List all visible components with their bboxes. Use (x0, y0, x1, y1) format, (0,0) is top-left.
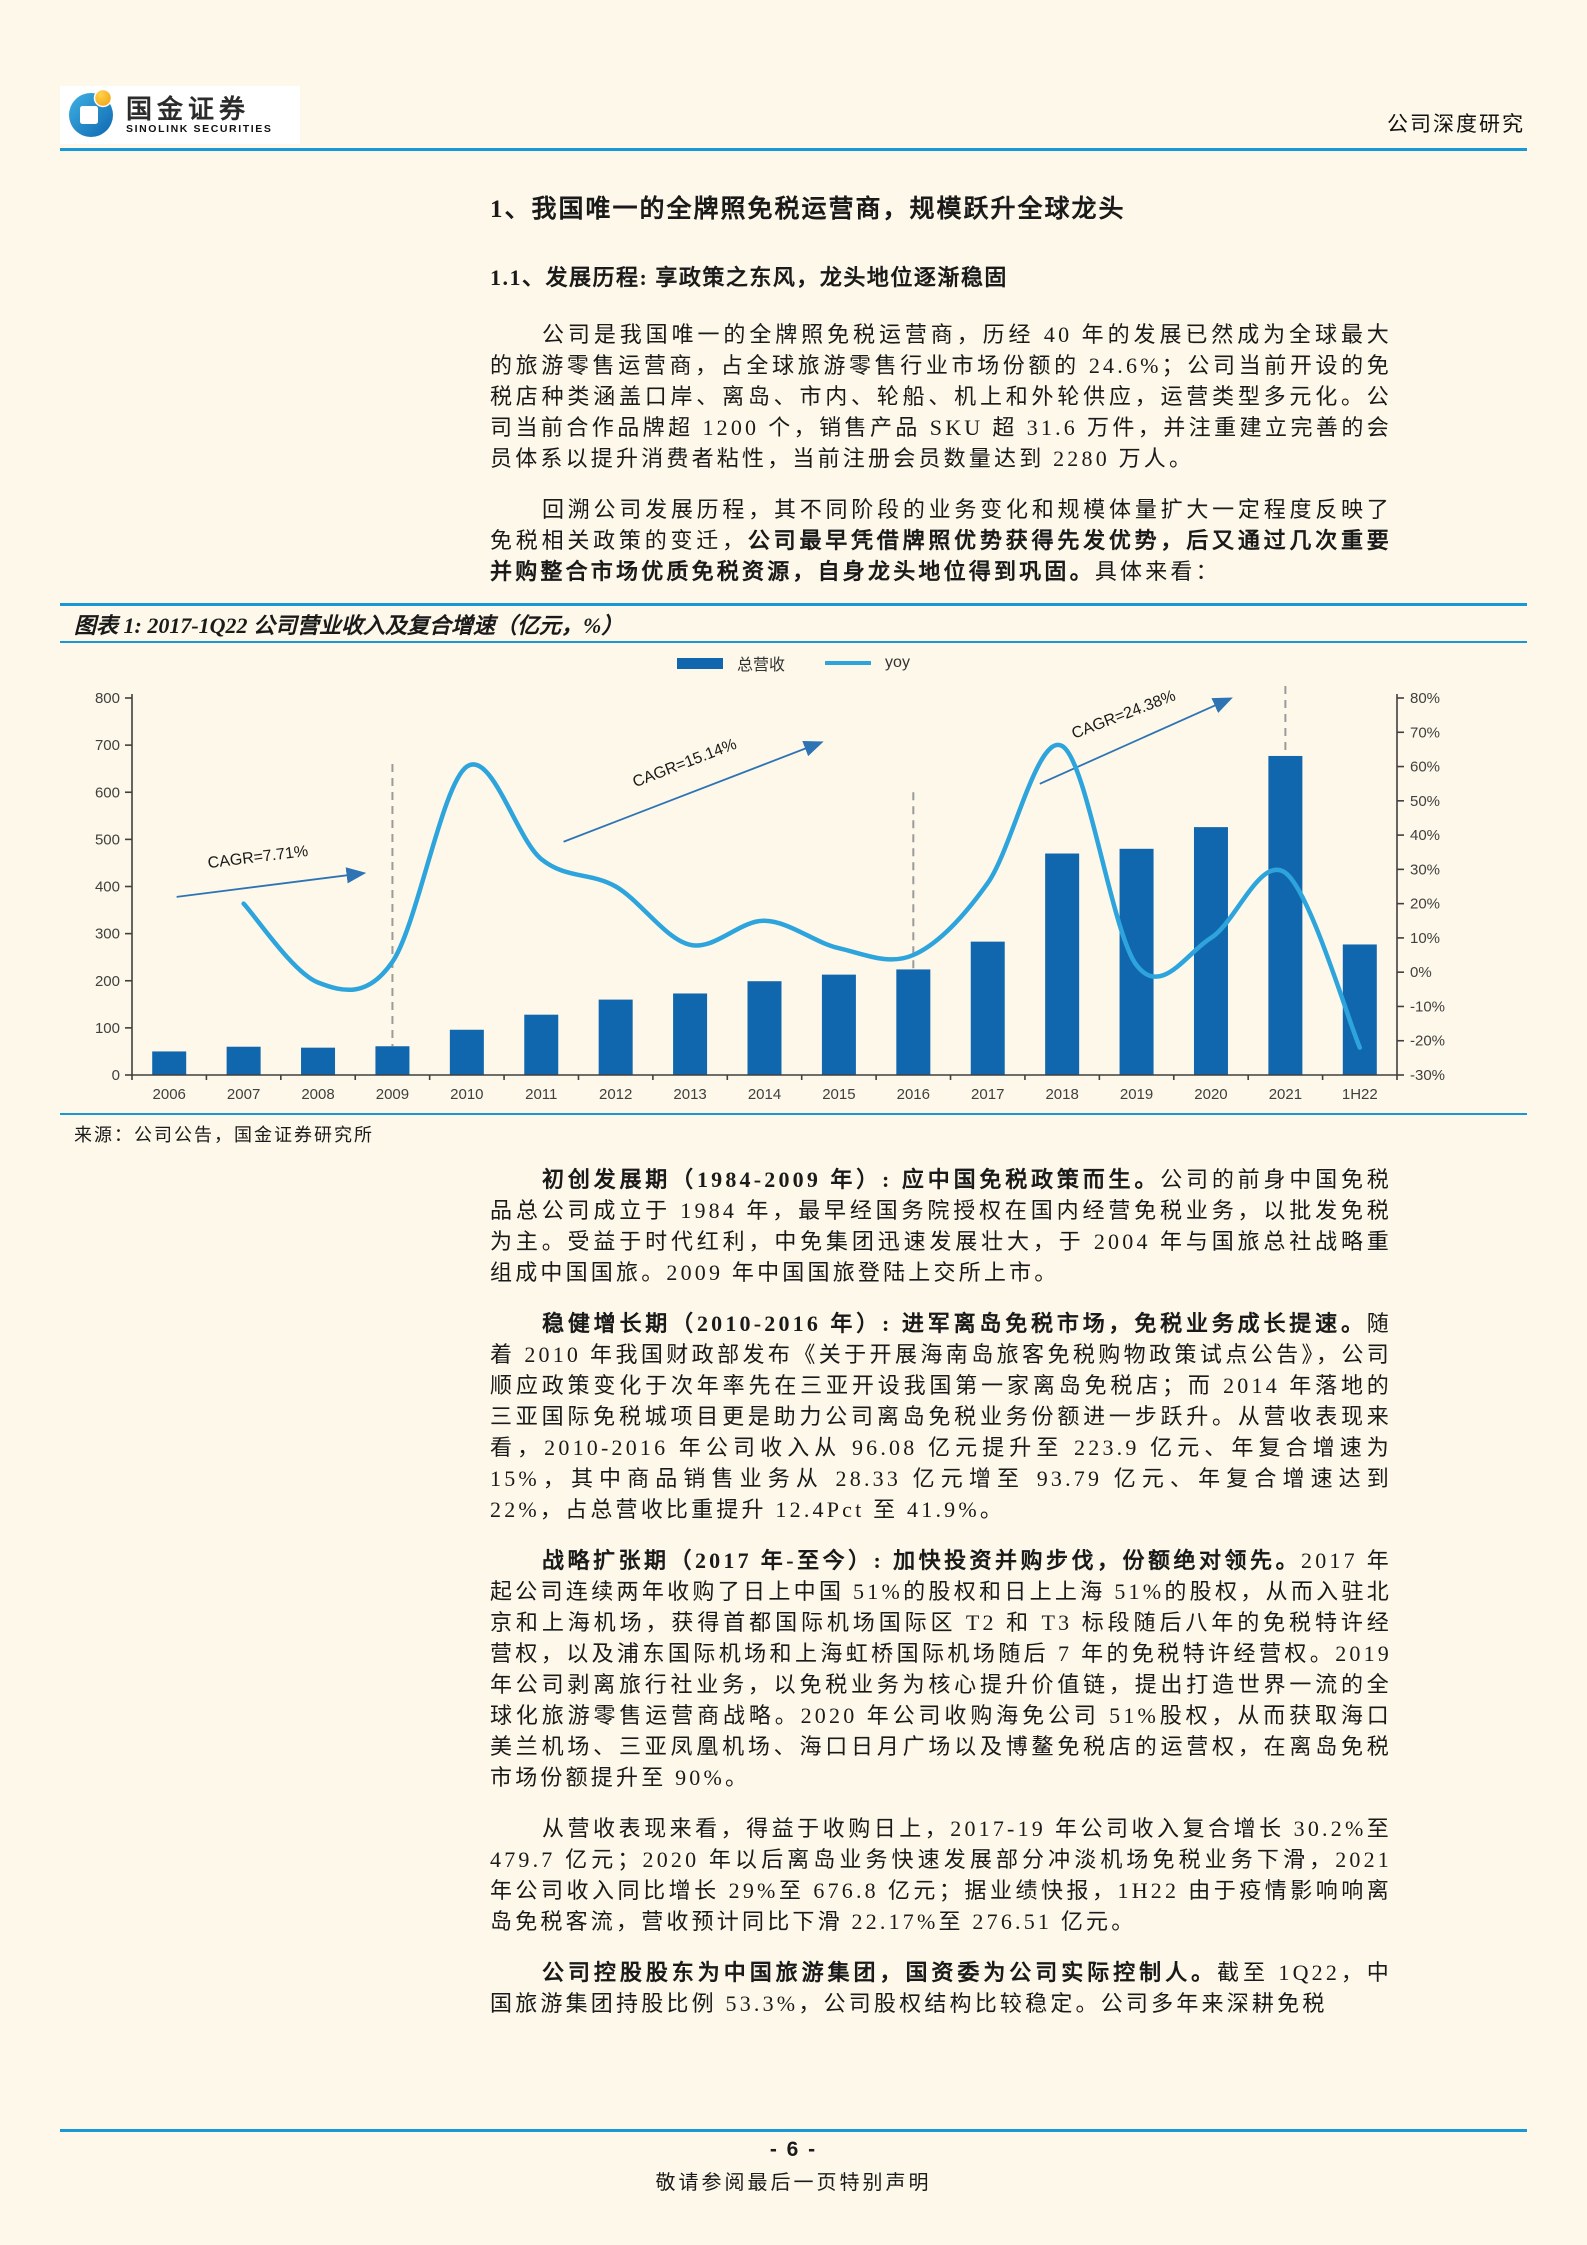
svg-text:60%: 60% (1410, 759, 1440, 776)
svg-text:200: 200 (95, 973, 120, 990)
legend-line-swatch (825, 661, 872, 665)
brand-name-cn: 国金证券 (126, 93, 251, 124)
svg-text:2013: 2013 (673, 1086, 706, 1103)
svg-text:0%: 0% (1410, 964, 1432, 981)
p2-pre: 回溯公司发展历程，其不同阶段的业务变化和规模体量扩大一定程度反映了免税相关政策的… (490, 497, 1392, 553)
svg-text:2019: 2019 (1120, 1086, 1153, 1103)
figure-1: 图表 1: 2017-1Q22 公司营业收入及复合增速（亿元，%） 总营收 yo… (60, 603, 1527, 1151)
svg-text:2007: 2007 (227, 1086, 260, 1103)
svg-text:600: 600 (95, 784, 120, 801)
svg-text:2008: 2008 (301, 1086, 334, 1103)
p5-bold: 战略扩张期（2017 年-至今）: 加快投资并购步伐，份额绝对领先。 (542, 1548, 1301, 1573)
brand-name-en: SINOLINK SECURITIES (126, 122, 273, 135)
figure-source-bar: 来源：公司公告，国金证券研究所 (60, 1113, 1527, 1151)
figure-title-bar: 图表 1: 2017-1Q22 公司营业收入及复合增速（亿元，%） (60, 603, 1527, 643)
legend-line-label: yoy (885, 654, 910, 671)
svg-text:800: 800 (95, 690, 120, 707)
p3-bold: 初创发展期（1984-2009 年）: 应中国免税政策而生。 (542, 1167, 1161, 1192)
chart-svg: 0 100 200 300 400 500 600 700 800 -30% -20% -10% 0% 1… (95, 686, 1445, 1103)
svg-text:1H22: 1H22 (1342, 1086, 1378, 1103)
svg-text:2018: 2018 (1045, 1086, 1078, 1103)
svg-text:30%: 30% (1410, 861, 1440, 878)
svg-text:100: 100 (95, 1020, 120, 1037)
svg-text:2014: 2014 (748, 1086, 781, 1103)
brand-logo: 国金证券 SINOLINK SECURITIES (60, 86, 300, 144)
svg-text:CAGR=15.14%: CAGR=15.14% (630, 736, 739, 791)
svg-text:10%: 10% (1410, 930, 1440, 947)
svg-text:0: 0 (112, 1067, 120, 1084)
footer-divider (60, 2129, 1527, 2132)
svg-text:2017: 2017 (971, 1086, 1004, 1103)
svg-text:CAGR=24.38%: CAGR=24.38% (1069, 687, 1178, 742)
svg-text:-10%: -10% (1410, 998, 1445, 1015)
paragraph-company-overview: 公司是我国唯一的全牌照免税运营商，历经 40 年的发展已然成为全球最大的旅游零售… (490, 322, 1392, 471)
svg-text:500: 500 (95, 831, 120, 848)
intro-section: 1、我国唯一的全牌照免税运营商，规模跃升全球龙头 1.1、发展历程: 享政策之东… (490, 194, 1392, 587)
header-divider (60, 148, 1527, 151)
p3-text: 公司的前身中国免税品总公司成立于 1984 年，最早经国务院授权在国内经营免税业… (490, 1167, 1392, 1285)
paragraph-phase1: 初创发展期（1984-2009 年）: 应中国免税政策而生。公司的前身中国免税品… (490, 1164, 1392, 1288)
history-section: 初创发展期（1984-2009 年）: 应中国免税政策而生。公司的前身中国免税品… (490, 1164, 1392, 2039)
p4-bold: 稳健增长期（2010-2016 年）: 进军离岛免税市场，免税业务成长提速。 (542, 1311, 1367, 1336)
sinolink-logo-icon (66, 87, 118, 144)
svg-text:2006: 2006 (153, 1086, 186, 1103)
subsection-heading: 1.1、发展历程: 享政策之东风，龙头地位逐渐稳固 (490, 265, 1008, 290)
paragraph-shareholder: 公司控股股东为中国旅游集团，国资委为公司实际控制人。截至 1Q22，中国旅游集团… (490, 1957, 1392, 2019)
figure-source: 来源：公司公告，国金证券研究所 (74, 1125, 374, 1145)
svg-text:20%: 20% (1410, 896, 1440, 913)
svg-text:700: 700 (95, 737, 120, 754)
svg-text:2015: 2015 (822, 1086, 855, 1103)
svg-text:2011: 2011 (525, 1086, 557, 1103)
brand-text: 国金证券 SINOLINK SECURITIES (126, 95, 273, 136)
svg-text:400: 400 (95, 879, 120, 896)
svg-text:-30%: -30% (1410, 1067, 1445, 1084)
footer-disclaimer: 敬请参阅最后一页特别声明 (655, 2172, 932, 2194)
paragraph-history-intro: 回溯公司发展历程，其不同阶段的业务变化和规模体量扩大一定程度反映了免税相关政策的… (490, 494, 1392, 587)
svg-text:70%: 70% (1410, 724, 1440, 741)
p4-text: 随着 2010 年我国财政部发布《关于开展海南岛旅客免税购物政策试点公告》，公司… (490, 1311, 1392, 1522)
p7-bold: 公司控股股东为中国旅游集团，国资委为公司实际控制人。 (542, 1960, 1217, 1985)
svg-text:50%: 50% (1410, 793, 1440, 810)
p2-bold: 公司最早凭借牌照优势获得先发优势，后又通过几次重要并购整合市场优质免税资源，自身… (490, 528, 1392, 584)
svg-text:2020: 2020 (1194, 1086, 1227, 1103)
paragraph-phase2: 稳健增长期（2010-2016 年）: 进军离岛免税市场，免税业务成长提速。随着… (490, 1308, 1392, 1525)
svg-text:2016: 2016 (897, 1086, 930, 1103)
figure-title: 图表 1: 2017-1Q22 公司营业收入及复合增速（亿元，%） (74, 612, 624, 638)
svg-text:40%: 40% (1410, 827, 1440, 844)
svg-text:2012: 2012 (599, 1086, 632, 1103)
report-category-label: 公司深度研究 (1387, 112, 1525, 136)
p5-text: 2017 年起公司连续两年收购了日上中国 51%的股权和日上上海 51%的股权，… (490, 1548, 1392, 1790)
svg-text:80%: 80% (1410, 690, 1440, 707)
page-number: - 6 - (769, 2138, 818, 2161)
p7-text: 截至 1Q22，中国旅游集团持股比例 53.3%，公司股权结构比较稳定。公司多年… (490, 1960, 1392, 2016)
svg-text:300: 300 (95, 926, 120, 943)
paragraph-phase3: 战略扩张期（2017 年-至今）: 加快投资并购步伐，份额绝对领先。2017 年… (490, 1545, 1392, 1793)
svg-text:-20%: -20% (1410, 1033, 1445, 1050)
legend-bar-swatch (677, 657, 724, 669)
p2-post: 具体来看： (1094, 559, 1221, 584)
svg-text:2009: 2009 (376, 1086, 409, 1103)
paragraph-revenue: 从营收表现来看，得益于收购日上，2017-19 年公司收入复合增长 30.2%至… (490, 1816, 1392, 1934)
svg-text:2010: 2010 (450, 1086, 483, 1103)
svg-text:CAGR=7.71%: CAGR=7.71% (207, 843, 309, 872)
legend-bar-label: 总营收 (737, 657, 786, 674)
svg-text:2021: 2021 (1269, 1086, 1302, 1103)
section-heading: 1、我国唯一的全牌照免税运营商，规模跃升全球龙头 (490, 196, 1126, 223)
chart-legend: 总营收 yoy (60, 643, 1527, 683)
